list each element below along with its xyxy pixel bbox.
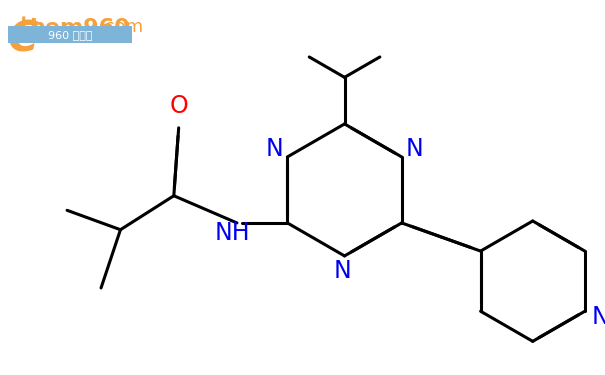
- Text: .com: .com: [99, 18, 143, 36]
- Text: O: O: [169, 94, 188, 118]
- FancyBboxPatch shape: [8, 26, 132, 44]
- Text: N: N: [405, 137, 423, 161]
- Text: C: C: [8, 18, 38, 60]
- Text: N: N: [266, 137, 284, 161]
- Text: └: └: [11, 23, 35, 61]
- Text: 960 化工网: 960 化工网: [48, 30, 92, 40]
- Text: N: N: [592, 305, 605, 329]
- Text: NH: NH: [214, 220, 250, 245]
- Text: hem960: hem960: [29, 18, 130, 38]
- Text: N: N: [334, 260, 352, 284]
